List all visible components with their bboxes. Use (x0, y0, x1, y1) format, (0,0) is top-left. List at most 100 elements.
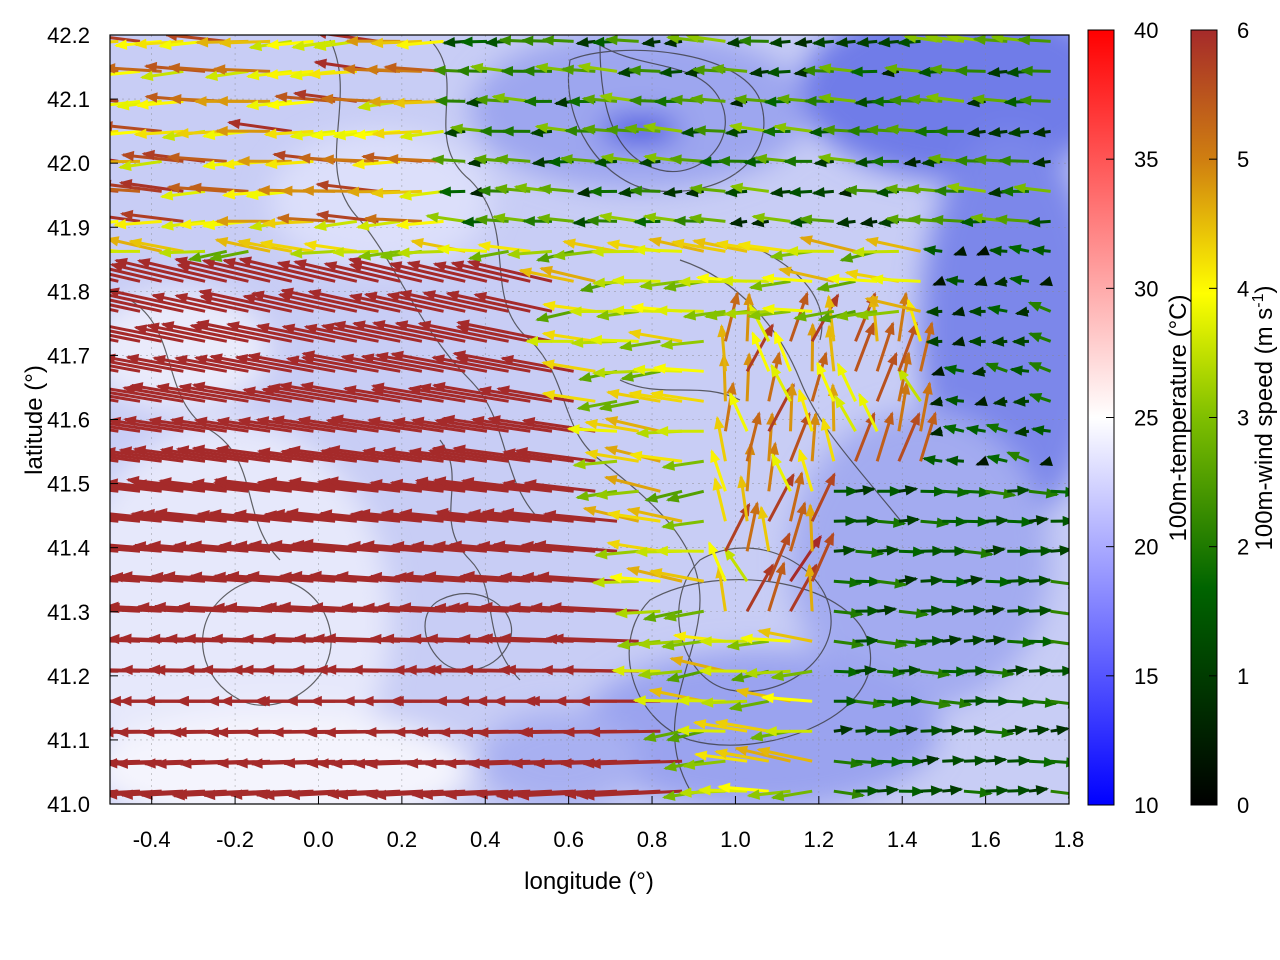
wind-vector-head (509, 758, 523, 769)
wind-vector (475, 293, 553, 313)
wind-vector-head (768, 37, 783, 48)
wind-vector-head (369, 478, 383, 490)
wind-vector-head (370, 382, 385, 393)
wind-vector-head (775, 561, 786, 576)
wind-vector-head (438, 186, 451, 197)
wind-vector-head (147, 664, 161, 675)
wind-vector-head (905, 725, 919, 736)
wind-vector-head (200, 664, 214, 676)
wind-vector-head (410, 789, 424, 800)
wind-vector-head (559, 154, 573, 165)
wind-vector (250, 542, 336, 553)
wind-vector-head (695, 273, 709, 284)
wind-vector (371, 481, 444, 493)
wind-vector-head (993, 276, 1008, 287)
wind-vector-head (195, 37, 209, 48)
wind-vector-head (870, 274, 884, 285)
wind-vector-head (332, 130, 346, 141)
wind-vector (452, 261, 531, 283)
wind-vector-head (930, 214, 944, 226)
wind-vector-head (398, 508, 413, 519)
wind-vector (434, 262, 509, 283)
wind-vector-head (520, 540, 534, 552)
wind-vector-head (575, 37, 589, 48)
wind-vector-head (840, 725, 854, 736)
wind-vector-head (971, 94, 985, 105)
wind-vector-head (47, 383, 60, 393)
wind-vector-head (91, 383, 104, 393)
wind-vector-head (1014, 306, 1029, 317)
wind-vector-head (261, 664, 275, 675)
wind-vector-head (547, 156, 561, 168)
wind-vector (111, 263, 184, 283)
wind-vector (214, 480, 292, 493)
wind-vector-head (201, 129, 216, 141)
wind-vector (217, 418, 293, 433)
wind-vector-head (48, 508, 61, 518)
wind-vector-head (714, 748, 728, 759)
wind-vector (110, 422, 162, 433)
wind-vector-head (949, 635, 963, 646)
wind-vector-head (929, 396, 943, 407)
y-tick-label: 41.0 (47, 792, 90, 817)
wind-vector-head (793, 311, 807, 322)
wind-vector (450, 543, 531, 553)
wind-vector-head (1007, 127, 1021, 138)
wind-vector-head (925, 306, 939, 317)
wind-vector-head (90, 539, 103, 549)
temperature-colorbar-label: 100m-temperature (°C) (1165, 294, 1192, 541)
wind-vector-head (824, 294, 836, 308)
wind-vector-head (867, 605, 881, 617)
wind-vector-head (591, 36, 605, 48)
wind-vector-head (661, 640, 675, 651)
wind-vector-head (1003, 96, 1017, 108)
wind-vector-head (662, 187, 676, 198)
wind-vector (110, 425, 141, 433)
wind-vector-head (548, 602, 562, 613)
wind-vector-head (872, 698, 886, 709)
wind-vector-head (889, 486, 903, 497)
wind-vector-head (682, 310, 697, 321)
wind-vector (396, 321, 488, 343)
wind-vector-head (408, 447, 422, 458)
wind-vector-head (944, 395, 958, 406)
wind-vector-head (249, 758, 263, 769)
wind-vector-head (676, 725, 690, 736)
wind-vector-head (22, 570, 35, 580)
wind-vector (135, 325, 206, 343)
wind-vector-head (173, 540, 187, 552)
wind-vector-head (805, 503, 816, 517)
y-tick-label: 41.2 (47, 664, 90, 689)
wind-vector-head (469, 186, 483, 198)
wind-vector (278, 261, 358, 283)
wind-vector-head (817, 93, 831, 104)
wind-vector (138, 259, 228, 283)
wind-vector-head (301, 185, 314, 196)
wind-vector-head (492, 695, 506, 707)
wind-vector-head (540, 35, 554, 46)
wind-vector-head (175, 128, 189, 139)
wind-vector-head (922, 455, 936, 466)
wind-vector-head (110, 63, 116, 74)
wind-vector-head (218, 541, 232, 552)
wind-vector (161, 448, 249, 463)
wind-vector (110, 356, 184, 373)
wind-vector-head (912, 546, 926, 557)
wind-vector-head (248, 40, 263, 52)
wind-vector-head (1038, 575, 1052, 586)
wind-vector-head (78, 696, 91, 706)
wind-vector-head (729, 291, 740, 305)
wind-vector-head (398, 602, 412, 613)
wind-vector-head (762, 126, 775, 137)
wind-vector-head (455, 354, 469, 365)
wind-vector-head (364, 64, 378, 76)
wind-vector-head (632, 244, 646, 256)
wind-vector (327, 478, 423, 493)
wind-vector-head (835, 217, 850, 228)
wind-vector-head (776, 94, 790, 105)
wind-vector (197, 321, 293, 343)
wind-vector-head (215, 727, 229, 738)
wind-vector-head (986, 454, 1000, 465)
wind-vector-head (749, 501, 761, 515)
wind-vector-head (110, 727, 114, 738)
